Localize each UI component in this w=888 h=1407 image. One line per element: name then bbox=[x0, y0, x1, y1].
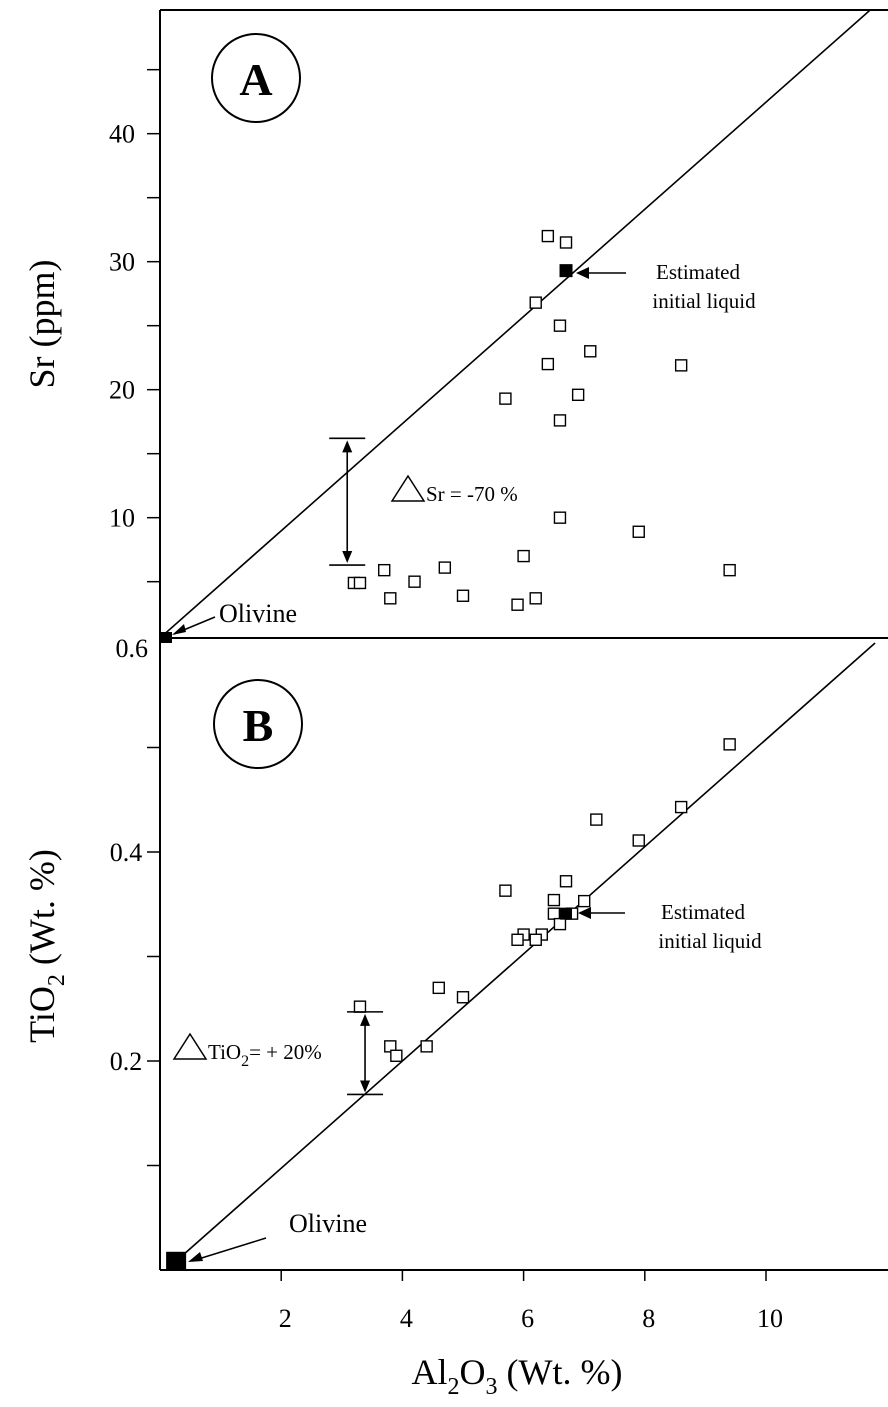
panel-a: 10 20 30 40 A Sr (ppm) 0.6 Olivine Estimate… bbox=[22, 9, 888, 663]
panel-b-initial-liquid-marker bbox=[560, 907, 573, 920]
panel-b-letter: B bbox=[243, 700, 274, 751]
panel-b-y-tick-label: 0.2 bbox=[110, 1047, 143, 1076]
panel-a-data-point bbox=[553, 511, 567, 524]
panel-b-x-tick-label: 4 bbox=[400, 1304, 413, 1333]
panel-a-data-point bbox=[541, 229, 555, 243]
panel-a-olivine-label: Olivine bbox=[219, 599, 297, 628]
panel-b-letter-circle bbox=[213, 679, 303, 769]
panel-b-data-point bbox=[674, 800, 688, 814]
panel-a-data-point bbox=[559, 236, 573, 249]
panel-a-y-tick-label: 20 bbox=[109, 376, 135, 405]
panel-b-x-ticks: 2 4 6 8 10 bbox=[279, 1270, 783, 1333]
panel-a-data-points bbox=[347, 229, 736, 611]
panel-a-liquid-label-2: initial liquid bbox=[652, 289, 756, 313]
panel-a-y-tick-label: 10 bbox=[109, 504, 135, 533]
panel-a-delta-label: Sr = -70 % bbox=[426, 482, 518, 506]
panel-b-liquid-arrowhead bbox=[578, 907, 591, 919]
panel-b-data-point bbox=[456, 991, 470, 1004]
panel-b-data-point bbox=[553, 917, 567, 931]
panel-a-delta-arrowhead-bottom bbox=[342, 551, 353, 564]
panel-b-delta-bracket bbox=[347, 1011, 384, 1096]
panel-a-data-point bbox=[674, 359, 688, 372]
panel-a-data-point bbox=[353, 576, 367, 590]
x-axis-title: Al2O3 (Wt. %) bbox=[412, 1352, 623, 1400]
panel-a-delta-arrowhead-top bbox=[342, 440, 353, 453]
panel-a-data-point bbox=[541, 357, 555, 371]
panel-a-data-point bbox=[511, 598, 524, 611]
panel-a-y-axis-title: Sr (ppm) bbox=[22, 260, 62, 389]
panel-a-data-point bbox=[553, 414, 567, 427]
panel-a-liquid-arrowhead bbox=[576, 267, 589, 279]
panel-a-data-point bbox=[723, 563, 736, 577]
panel-a-letter-circle bbox=[211, 33, 301, 123]
panel-b-trend-line bbox=[171, 642, 876, 1266]
panel-a-trend-line bbox=[160, 10, 872, 638]
panel-a-y-tick-label: 30 bbox=[109, 248, 135, 277]
panel-b-data-point bbox=[632, 834, 645, 847]
panel-b-data-point bbox=[499, 884, 512, 897]
panel-b-delta-arrowhead-bottom bbox=[360, 1080, 371, 1093]
panel-b-data-point bbox=[420, 1040, 433, 1053]
panel-b-liquid-label-1: Estimated bbox=[661, 900, 745, 924]
panel-b-data-points bbox=[353, 738, 736, 1062]
panel-b-olivine-label: Olivine bbox=[289, 1209, 367, 1238]
panel-b-y-axis-title: TiO2 (Wt. %) bbox=[22, 849, 70, 1043]
panel-b-data-point bbox=[723, 738, 736, 751]
panel-a-data-point bbox=[632, 525, 645, 538]
panel-b-data-point bbox=[559, 875, 573, 888]
panel-a-data-point bbox=[438, 561, 452, 574]
panel-b: 0.2 0.4 2 4 6 8 10 B TiO2 (Wt. %) Al2O3 (Wt. … bbox=[22, 638, 888, 1400]
panel-a-data-point bbox=[517, 549, 530, 563]
delta-symbol-tio2 bbox=[172, 1032, 208, 1060]
panel-a-initial-liquid-marker bbox=[559, 264, 573, 278]
panel-a-data-point bbox=[529, 296, 542, 309]
panel-a-data-point bbox=[456, 589, 470, 602]
panel-b-olivine-arrow bbox=[191, 1237, 267, 1262]
panel-a-data-point bbox=[378, 563, 391, 577]
panel-b-olivine-marker bbox=[166, 1251, 187, 1270]
panel-b-data-point bbox=[590, 813, 603, 826]
panel-b-liquid-label-2: initial liquid bbox=[658, 929, 762, 953]
panel-a-delta-bracket bbox=[329, 437, 366, 566]
panel-a-data-point bbox=[529, 592, 542, 605]
panel-b-y-ticks: 0.2 0.4 bbox=[110, 746, 160, 1167]
panel-b-x-tick-label: 2 bbox=[279, 1304, 292, 1333]
panel-b-data-point bbox=[353, 1000, 367, 1013]
delta-symbol-sr bbox=[390, 474, 426, 502]
panel-b-delta-label: TiO2= + 20% bbox=[208, 1040, 322, 1070]
panel-a-data-point bbox=[553, 319, 567, 332]
panel-b-x-tick-label: 8 bbox=[642, 1304, 655, 1333]
panel-b-x-tick-label: 6 bbox=[521, 1304, 534, 1333]
panel-a-olivine-arrowhead bbox=[172, 624, 186, 635]
panel-b-data-point bbox=[547, 893, 561, 907]
panel-a-y-ticks: 10 20 30 40 bbox=[109, 68, 160, 583]
panel-a-y-bottom-label: 0.6 bbox=[116, 634, 149, 663]
panel-b-delta-arrowhead-top bbox=[360, 1013, 371, 1026]
panel-a-data-point bbox=[408, 575, 421, 588]
panel-b-data-point bbox=[390, 1049, 403, 1062]
panel-b-data-point bbox=[547, 907, 561, 920]
panel-a-data-point bbox=[571, 388, 585, 401]
panel-b-data-point bbox=[432, 981, 445, 995]
panel-a-liquid-label-1: Estimated bbox=[656, 260, 740, 284]
panel-a-letter: A bbox=[239, 54, 272, 105]
panel-a-data-point bbox=[384, 592, 397, 605]
panel-b-data-point bbox=[511, 933, 524, 946]
panel-b-data-point bbox=[529, 933, 542, 946]
panel-b-olivine-arrowhead bbox=[188, 1252, 203, 1262]
panel-a-data-point bbox=[584, 345, 597, 358]
panel-b-y-tick-label: 0.4 bbox=[110, 838, 143, 867]
panel-a-data-point bbox=[499, 392, 512, 405]
panel-b-data-point bbox=[578, 894, 591, 908]
panel-a-y-tick-label: 40 bbox=[109, 120, 135, 149]
panel-b-x-tick-label: 10 bbox=[757, 1304, 783, 1333]
